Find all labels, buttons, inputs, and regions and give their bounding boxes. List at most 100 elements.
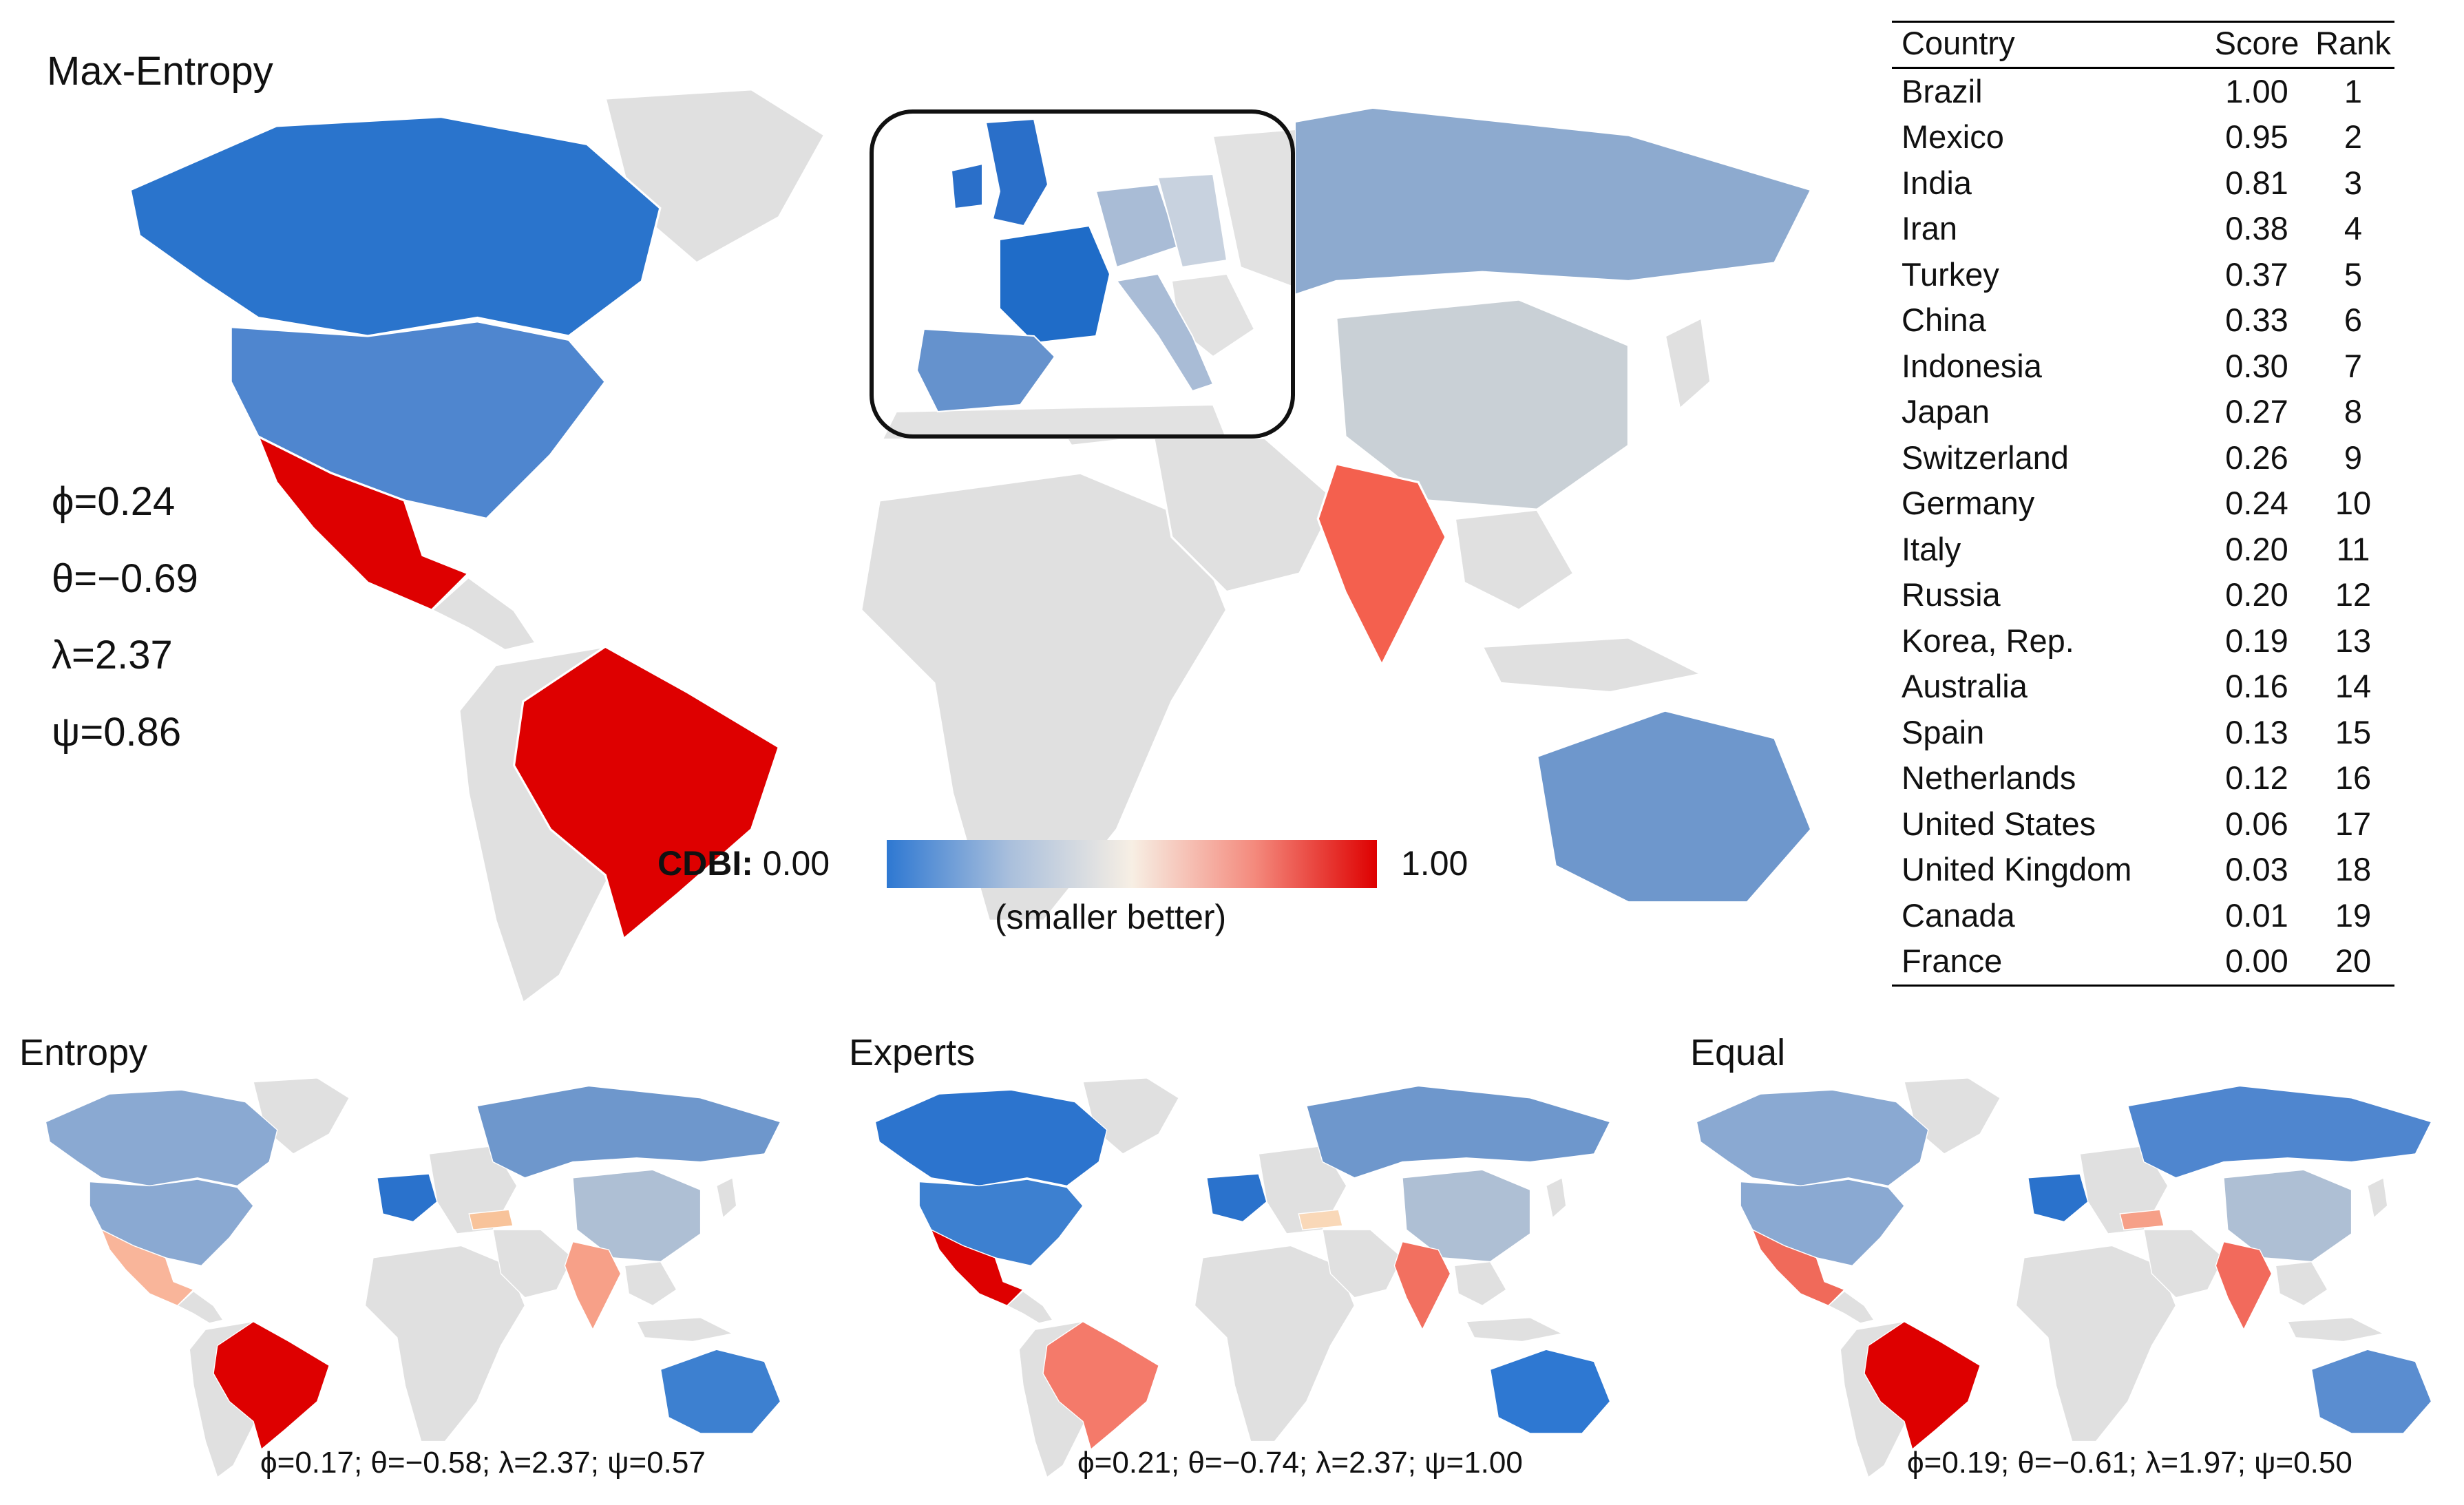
cell-country: Mexico [1902, 118, 2004, 155]
canada-region [45, 1089, 278, 1187]
cell-rank: 15 [2335, 713, 2372, 750]
cell-country: Spain [1902, 713, 1985, 750]
cell-country: India [1902, 164, 1972, 201]
india-region [1393, 1241, 1451, 1331]
japan-region [2367, 1177, 2388, 1219]
cell-country: Switzerland [1902, 439, 2069, 476]
cell-rank: 7 [2344, 347, 2363, 384]
japan-region [1546, 1177, 1567, 1219]
cell-rank: 12 [2335, 576, 2372, 613]
experts-world-map [874, 1077, 1611, 1478]
middle-east-region [1322, 1229, 1403, 1298]
param-psi: ψ=0.86 [52, 710, 182, 755]
china-region [2223, 1169, 2352, 1263]
table-row: Switzerland 0.26 9 [1892, 435, 2394, 481]
cell-rank: 20 [2312, 938, 2394, 987]
cell-rank: 16 [2335, 759, 2372, 796]
mexico-region [255, 434, 471, 612]
cell-country: Canada [1902, 896, 2015, 934]
cell-score: 0.81 [2225, 164, 2288, 201]
brazil-region [213, 1320, 330, 1451]
cell-rank: 5 [2344, 255, 2363, 293]
cell-rank: 2 [2344, 118, 2363, 155]
russia-region [476, 1085, 781, 1179]
table-row: Australia 0.16 14 [1892, 664, 2394, 710]
cell-country: Netherlands [1902, 759, 2076, 796]
cell-score: 0.06 [2225, 805, 2288, 842]
central-america-region [430, 576, 538, 652]
cell-rank: 8 [2344, 393, 2363, 430]
table-row: United Kingdom 0.03 18 [1892, 847, 2394, 893]
table-row: India 0.81 3 [1892, 160, 2394, 207]
table-row: Mexico 0.95 2 [1892, 114, 2394, 160]
australia-region [2310, 1349, 2432, 1434]
cell-country: Australia [1902, 668, 2028, 704]
cell-country: Germany [1902, 485, 2035, 521]
inset-frame [870, 109, 1295, 439]
entropy-map-params: ϕ=0.17; θ=−0.58; λ=2.37; ψ=0.57 [260, 1446, 706, 1480]
africa-region [2015, 1245, 2177, 1442]
ranking-table: Country Score Rank Brazil 1.00 1 Mexico 0.95… [1892, 21, 2394, 987]
southeast-asia-region [1453, 1261, 1507, 1307]
europe-inset-map [869, 109, 1296, 439]
header-score: Score [2202, 21, 2312, 69]
legend-label: CDBI: [657, 844, 753, 883]
param-phi: ϕ=0.24 [52, 479, 176, 524]
africa-region [364, 1245, 526, 1442]
cell-score: 0.95 [2225, 118, 2288, 155]
table-row: Korea, Rep. 0.19 13 [1892, 618, 2394, 664]
table-row: Brazil 1.00 1 [1892, 67, 2394, 114]
main-map-title: Max-Entropy [47, 49, 273, 94]
cell-rank: 6 [2344, 302, 2363, 338]
table-header-row: Country Score Rank [1892, 21, 2394, 69]
cell-country: Italy [1902, 530, 1961, 567]
cell-score: 0.13 [2225, 713, 2288, 750]
mexico-region [101, 1228, 195, 1307]
experts-map-params: ϕ=0.21; θ=−0.74; λ=2.37; ψ=1.00 [1077, 1446, 1523, 1480]
cell-score: 0.20 [2225, 530, 2288, 567]
cell-score: 0.33 [2225, 302, 2288, 338]
indonesia-region [1465, 1317, 1564, 1343]
russia-region [1305, 1085, 1611, 1179]
africa-region [1194, 1245, 1356, 1442]
china-region [1335, 298, 1630, 511]
cell-score: 0.26 [2225, 439, 2288, 476]
cell-rank: 4 [2344, 210, 2363, 246]
cell-score: 0.37 [2225, 255, 2288, 293]
legend-gradient-bar [887, 840, 1377, 888]
table-row: Netherlands 0.12 16 [1892, 755, 2394, 801]
cell-rank: 10 [2335, 485, 2372, 521]
table-row: France 0.00 20 [1892, 938, 2394, 987]
brazil-region [512, 645, 781, 941]
cell-country: Brazil [1902, 72, 1983, 109]
cell-country: United Kingdom [1902, 851, 2132, 887]
cell-country: Iran [1902, 210, 1957, 246]
turkey-region [1298, 1209, 1343, 1230]
table-row: Japan 0.27 8 [1892, 389, 2394, 435]
turkey-region [468, 1209, 514, 1230]
table-row: Turkey 0.37 5 [1892, 252, 2394, 298]
header-rank: Rank [2312, 21, 2394, 69]
cell-score: 0.20 [2225, 576, 2288, 613]
header-country: Country [1892, 21, 2202, 69]
cell-country: United States [1902, 805, 2096, 842]
brazil-region [1042, 1320, 1160, 1451]
cell-country: France [1892, 938, 2202, 987]
indonesia-region [635, 1317, 735, 1343]
india-region [2215, 1241, 2273, 1331]
cell-rank: 14 [2335, 668, 2372, 704]
china-region [1402, 1169, 1531, 1263]
cell-rank: 17 [2335, 805, 2372, 842]
inset-ireland [950, 162, 983, 210]
cell-country: Russia [1902, 576, 2001, 613]
india-region [1316, 462, 1447, 668]
table-row: Spain 0.13 15 [1892, 710, 2394, 756]
cell-rank: 9 [2344, 439, 2363, 476]
cell-score: 0.16 [2225, 668, 2288, 704]
inset-poland-area [1157, 173, 1228, 269]
inset-uk [984, 118, 1049, 227]
central-america-region [1827, 1290, 1875, 1324]
cell-score: 0.24 [2225, 485, 2288, 521]
cell-rank: 1 [2344, 72, 2363, 109]
cell-rank: 19 [2335, 896, 2372, 934]
